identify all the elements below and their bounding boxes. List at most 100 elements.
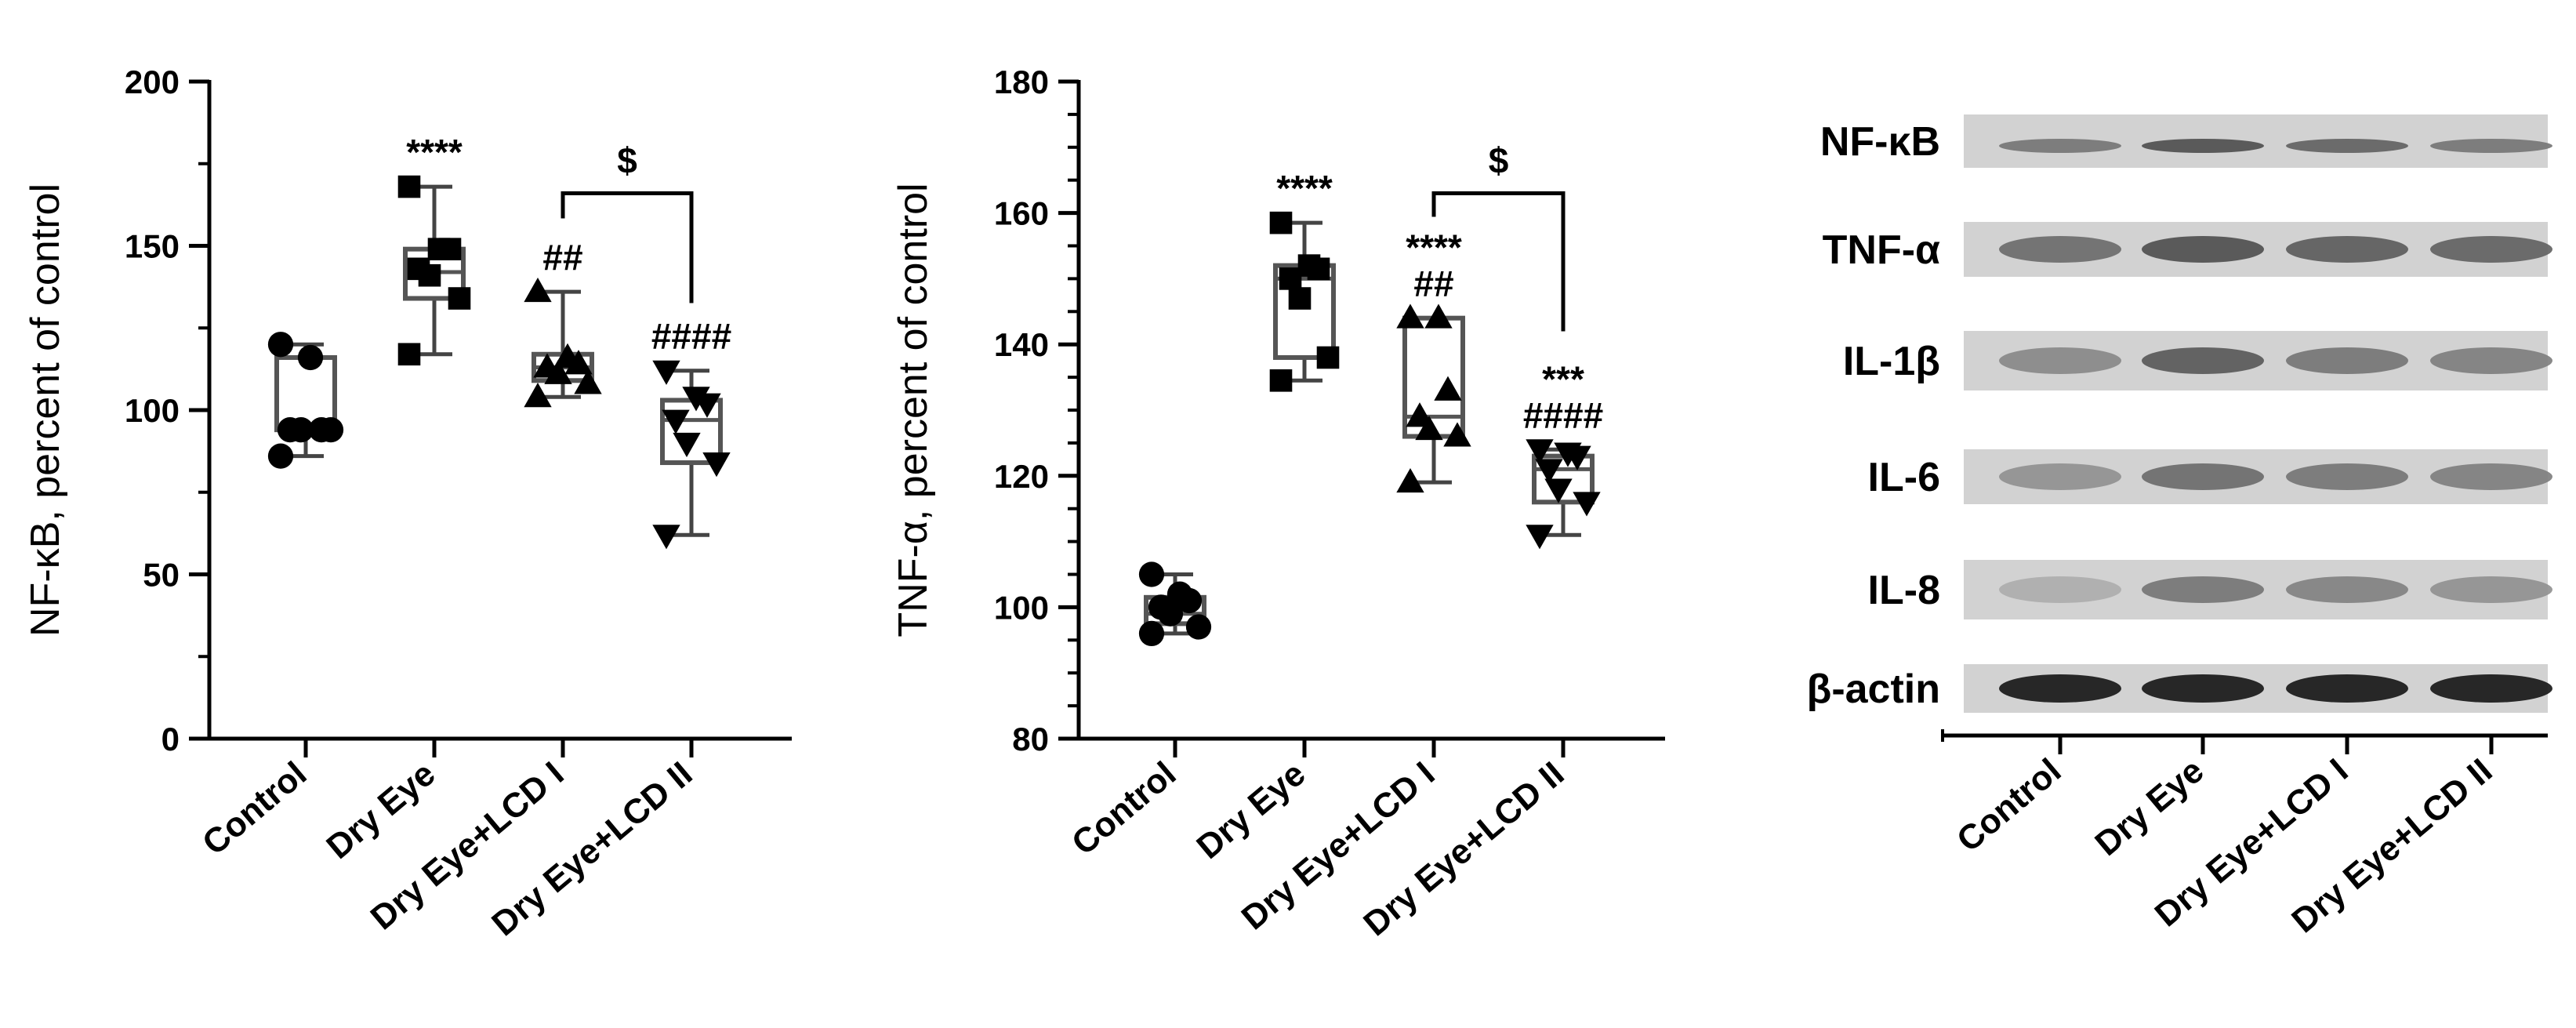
- data-point: [297, 344, 324, 371]
- blot-row: IL-8: [1868, 560, 2552, 619]
- data-point: [1443, 422, 1471, 447]
- data-point: [1526, 439, 1554, 464]
- comparison-bracket: [1431, 191, 1566, 332]
- x-tick-label: Control: [195, 754, 314, 863]
- blot-band: [2286, 347, 2408, 374]
- box-group: [524, 277, 602, 408]
- significance-label: ##: [1413, 263, 1453, 304]
- blot-band: [2286, 139, 2408, 153]
- lane-label: Control: [1950, 751, 2068, 859]
- comparison-label: $: [1489, 140, 1509, 180]
- blot-row: β-actin: [1807, 664, 2552, 713]
- data-point: [1424, 303, 1453, 329]
- blot-band: [2286, 674, 2408, 703]
- data-point: [448, 287, 471, 310]
- y-tick-label: 150: [125, 228, 180, 265]
- data-point: [397, 175, 421, 198]
- blot-row: TNF-α: [1823, 222, 2552, 277]
- data-point: [1157, 601, 1184, 627]
- data-point: [1396, 467, 1424, 493]
- blot-row-label: β-actin: [1807, 667, 1940, 712]
- data-point: [524, 383, 552, 408]
- data-point: [673, 432, 701, 458]
- x-tick-label: Dry Eye: [319, 754, 442, 866]
- significance-label: ****: [406, 132, 463, 173]
- blot-row: IL-1β: [1843, 331, 2552, 390]
- blot-row-label: IL-1β: [1843, 339, 1940, 384]
- box-group: [652, 360, 731, 550]
- data-point: [1185, 614, 1212, 640]
- data-point: [267, 443, 294, 469]
- data-point: [1316, 346, 1340, 369]
- blot-band: [2430, 236, 2552, 263]
- blot-band: [1999, 576, 2121, 603]
- data-point: [317, 417, 344, 443]
- x-tick-label: Dry Eye: [1189, 754, 1312, 866]
- data-point: [662, 409, 690, 434]
- blot-band: [2430, 674, 2552, 703]
- data-point: [1434, 376, 1462, 401]
- blot-band: [1999, 463, 2121, 490]
- box-group: [1138, 561, 1212, 647]
- data-point: [1415, 415, 1443, 441]
- y-tick-label: 100: [994, 589, 1049, 626]
- box-group: [1396, 303, 1471, 493]
- blot-band: [2286, 236, 2408, 263]
- tnfa-box-plot-panel: 80 100 120 140 160 180 TNF-α, percent of contr…: [891, 64, 1665, 943]
- significance-label: ##: [542, 237, 582, 278]
- y-tick-label: 100: [125, 392, 180, 429]
- blot-band: [2286, 463, 2408, 490]
- y-tick-label: 140: [994, 326, 1049, 363]
- blot-row: IL-6: [1868, 449, 2552, 504]
- significance-label: ****: [1276, 168, 1333, 209]
- y-tick-label: 200: [125, 64, 180, 100]
- significance-label: ####: [1523, 394, 1603, 435]
- data-point: [652, 525, 680, 550]
- blot-band: [2142, 576, 2264, 603]
- data-point: [524, 277, 552, 303]
- data-point: [1288, 287, 1312, 310]
- data-point: [1526, 525, 1554, 550]
- blot-band: [2430, 576, 2552, 603]
- blot-band: [1999, 236, 2121, 263]
- blot-band: [2142, 236, 2264, 263]
- blot-row-label: TNF-α: [1823, 227, 1940, 273]
- data-point: [267, 332, 294, 358]
- data-point: [1279, 267, 1302, 290]
- blot-band: [2430, 347, 2552, 374]
- nfkb-box-plot-panel: 0 50 100 150 200 NF-κB, percent of control Con…: [23, 64, 792, 943]
- box-group: [397, 175, 471, 366]
- data-point: [652, 360, 680, 385]
- y-axis-label: NF-κB, percent of control: [23, 183, 68, 637]
- data-point: [1535, 459, 1563, 484]
- lane-label: Dry Eye: [2088, 751, 2211, 863]
- box-group: [1269, 211, 1340, 392]
- comparison-bracket: [561, 191, 694, 303]
- data-point: [1138, 561, 1165, 587]
- blot-band: [1999, 674, 2121, 703]
- data-point: [1563, 445, 1591, 470]
- y-tick-label: 180: [994, 64, 1049, 100]
- significance-label: ***: [1542, 358, 1584, 399]
- data-point: [1269, 211, 1293, 234]
- data-point: [288, 417, 314, 443]
- blot-band: [1999, 347, 2121, 374]
- box-group: [267, 332, 344, 469]
- y-tick-label: 160: [994, 195, 1049, 232]
- data-point: [1269, 369, 1293, 392]
- data-point: [1176, 587, 1203, 614]
- data-point: [1544, 478, 1573, 503]
- data-point: [1396, 303, 1424, 329]
- blot-band: [2142, 674, 2264, 703]
- significance-label: ****: [1406, 227, 1462, 268]
- data-point: [418, 263, 441, 287]
- data-point: [397, 343, 421, 366]
- blot-row-label: IL-6: [1868, 455, 1940, 500]
- data-point: [682, 387, 710, 412]
- x-tick-label: Control: [1065, 754, 1183, 863]
- significance-label: ####: [651, 316, 731, 357]
- blot-row-label: IL-8: [1868, 568, 1940, 613]
- data-point: [1307, 257, 1330, 281]
- y-axis-label: TNF-α, percent of control: [891, 183, 936, 637]
